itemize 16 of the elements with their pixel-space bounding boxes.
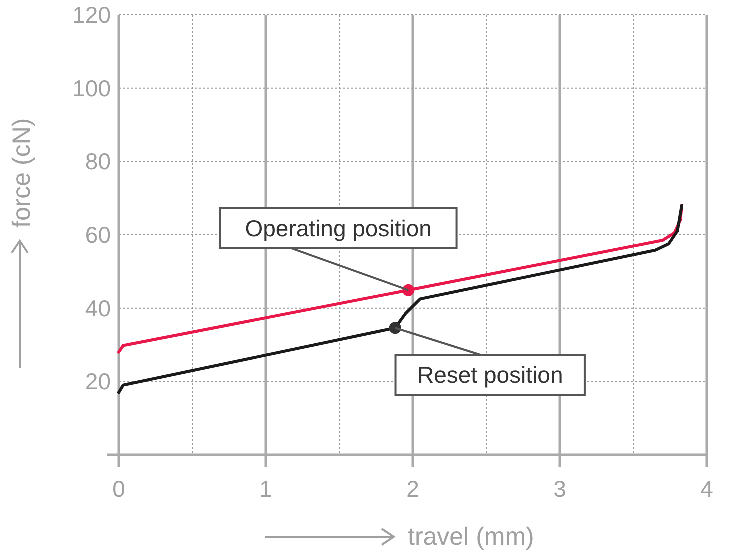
- annotation: Operating position: [245, 215, 432, 242]
- y-tick-label: 120: [72, 2, 111, 28]
- x-tick-label: 2: [406, 476, 420, 502]
- y-tick-label: 20: [85, 368, 111, 395]
- line-series: [118, 204, 684, 394]
- y-axis-title: force (cN): [8, 118, 36, 228]
- y-tick-label: 60: [85, 222, 111, 248]
- y-tick-label: 40: [85, 295, 111, 322]
- x-axis-title: travel (mm): [408, 523, 534, 551]
- x-tick-label: 3: [554, 476, 566, 502]
- x-tick-label: 1: [260, 476, 272, 502]
- y-tick-label: 100: [72, 75, 111, 102]
- x-tick-label: 4: [700, 476, 714, 502]
- annotation: Reset position: [417, 362, 564, 388]
- x-tick-label: 0: [112, 476, 126, 502]
- y-tick-label: 80: [85, 148, 111, 175]
